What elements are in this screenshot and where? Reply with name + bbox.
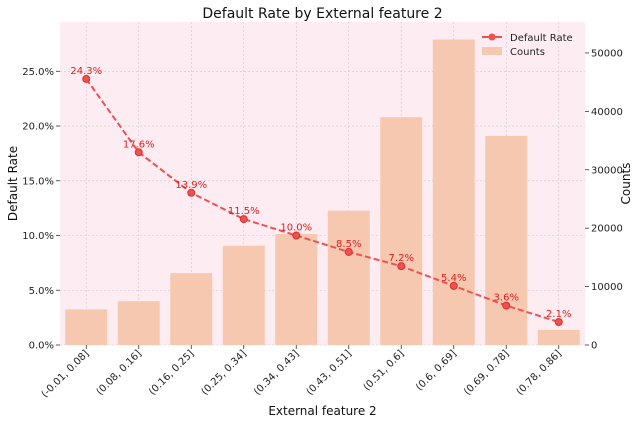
- bar: [537, 329, 580, 345]
- y-left-tick-label: 20.0%: [22, 122, 54, 133]
- bar: [275, 234, 318, 345]
- data-point: [554, 318, 563, 327]
- legend: Default Rate Counts: [482, 33, 573, 58]
- y-left-tick-label: 10.0%: [22, 231, 54, 242]
- bar: [65, 309, 108, 345]
- data-point: [239, 215, 248, 224]
- x-tick-label: (0.34, 0.43]: [252, 348, 301, 397]
- x-tick-label: (0.6, 0.69]: [414, 348, 459, 393]
- legend-label-counts: Counts: [510, 47, 545, 58]
- y-right-tick-label: 20000: [591, 224, 623, 235]
- data-label: 24.3%: [70, 66, 102, 77]
- bar: [117, 301, 160, 345]
- x-axis-label: External feature 2: [268, 404, 376, 418]
- y-left-tick-label: 15.0%: [22, 176, 54, 187]
- data-label: 3.6%: [494, 293, 519, 304]
- bar: [380, 117, 423, 345]
- data-point: [397, 262, 406, 271]
- line-series: 24.3% 17.6% 13.9% 11.5% 10.0% 8.5% 7.2% 5.4% 3.6…: [70, 66, 571, 327]
- data-point: [134, 148, 143, 157]
- data-label: 8.5%: [336, 239, 361, 250]
- data-point: [82, 74, 91, 83]
- data-point: [502, 301, 511, 310]
- data-label: 10.0%: [280, 223, 312, 234]
- y-right-tick-label: 40000: [591, 107, 623, 118]
- bar: [222, 245, 265, 345]
- y-left-tick-label: 0.0%: [29, 341, 54, 352]
- data-point: [187, 188, 196, 197]
- x-tick-label: (0.25, 0.34]: [200, 348, 249, 397]
- data-label: 13.9%: [175, 180, 207, 191]
- bar-series: [65, 39, 580, 345]
- x-tick-label: (-0.01, 0.08]: [40, 348, 92, 400]
- y-right-tick-label: 30000: [591, 165, 623, 176]
- x-tick-label: (0.16, 0.25]: [147, 348, 196, 397]
- x-tick-label: (0.78, 0.86]: [515, 348, 564, 397]
- x-tick-label: (0.43, 0.51]: [305, 348, 354, 397]
- y-axis-right-label: Counts: [619, 163, 633, 205]
- legend-line-marker: [488, 33, 496, 41]
- y-left-tick-label: 5.0%: [29, 286, 54, 297]
- x-tick-label: (0.69, 0.78]: [462, 348, 511, 397]
- data-point: [449, 281, 458, 290]
- data-label: 5.4%: [441, 273, 466, 284]
- data-point: [292, 231, 301, 240]
- default-rate-line: [85, 78, 560, 323]
- y-axis-left-label: Default Rate: [6, 146, 20, 221]
- data-label: 7.2%: [389, 253, 414, 264]
- legend-label-default-rate: Default Rate: [510, 33, 573, 44]
- data-label: 2.1%: [546, 309, 571, 320]
- data-label: 17.6%: [123, 139, 155, 150]
- x-tick-label: (0.08, 0.16]: [95, 348, 144, 397]
- bar: [327, 210, 370, 345]
- chart-title: Default Rate by External feature 2: [202, 6, 442, 22]
- bar: [485, 135, 528, 345]
- bar: [432, 39, 475, 345]
- legend-bar-swatch: [482, 47, 502, 55]
- y-right-tick-label: 10000: [591, 282, 623, 293]
- y-right-tick-label: 0: [591, 341, 597, 352]
- data-label: 11.5%: [228, 206, 260, 217]
- y-right-tick-label: 50000: [591, 48, 623, 59]
- data-point: [344, 247, 353, 256]
- y-left-tick-label: 25.0%: [22, 67, 54, 78]
- bar: [170, 273, 213, 345]
- x-tick-label: (0.51, 0.6]: [362, 348, 407, 393]
